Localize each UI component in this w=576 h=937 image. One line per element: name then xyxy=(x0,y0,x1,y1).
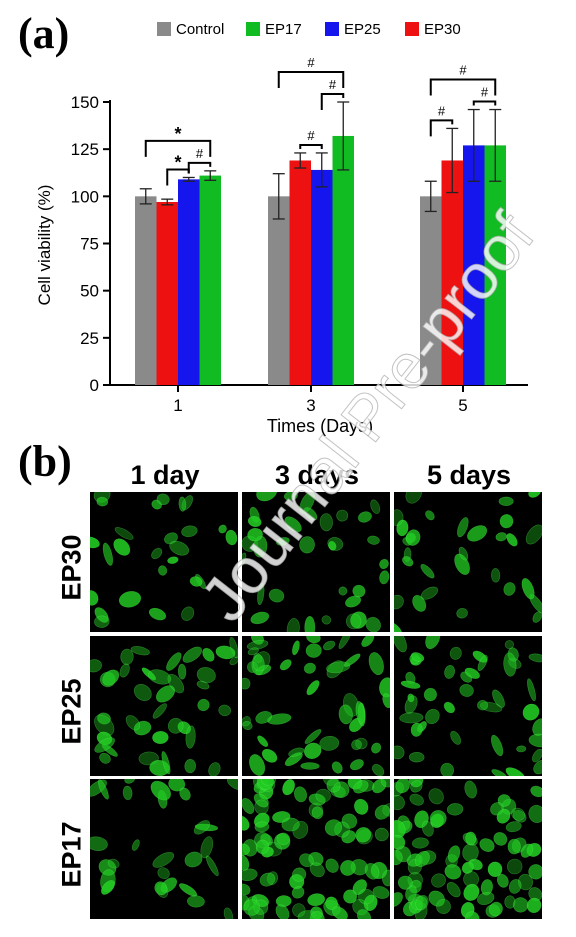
column-label-5-days: 5 days xyxy=(426,460,512,490)
bar-day1-ep25 xyxy=(178,179,200,385)
panel-b-label: (b) xyxy=(18,437,72,486)
micrograph-ep30-5-days xyxy=(394,492,542,632)
panel-a-label: (a) xyxy=(18,9,70,58)
significance-bracket xyxy=(472,100,497,106)
column-label-1-day: 1 day xyxy=(130,460,200,490)
micrograph-ep17-1-day xyxy=(90,779,238,919)
bar-day5-ep30 xyxy=(441,160,463,385)
significance-mark: # xyxy=(307,128,315,143)
bar-day3-ep17 xyxy=(332,135,354,385)
significance-bracket xyxy=(144,139,212,157)
y-tick-label: 50 xyxy=(80,282,99,301)
legend-label-ep30: EP30 xyxy=(424,21,461,38)
y-tick-label: 100 xyxy=(71,187,99,206)
bar-day1-ep30 xyxy=(156,201,178,385)
y-tick-label: 25 xyxy=(80,329,99,348)
bar-day3-control xyxy=(268,196,290,385)
significance-bracket xyxy=(299,143,323,149)
micrograph-grid xyxy=(90,492,542,922)
legend-label-ep17: EP17 xyxy=(265,21,302,38)
y-tick-label: 150 xyxy=(71,93,99,112)
legend-swatch-ep17 xyxy=(246,22,260,36)
significance-mark: # xyxy=(307,55,315,70)
micrograph-ep30-1-day xyxy=(90,492,238,632)
bar-day3-ep25 xyxy=(311,169,333,385)
x-axis-label: Times (Days) xyxy=(267,416,373,436)
bar-day5-ep17 xyxy=(484,145,506,385)
x-tick-label: 3 xyxy=(306,396,315,415)
significance-bracket xyxy=(429,78,497,96)
y-tick-label: 0 xyxy=(90,376,99,395)
significance-mark: # xyxy=(438,103,446,118)
x-tick-label: 1 xyxy=(173,396,182,415)
y-tick-label: 125 xyxy=(71,140,99,159)
y-axis-label: Cell viability (%) xyxy=(35,185,54,306)
significance-mark: * xyxy=(174,152,181,172)
significance-mark: # xyxy=(196,146,204,161)
significance-mark: # xyxy=(459,63,467,78)
micrograph-ep17-5-days xyxy=(394,779,542,919)
x-tick-label: 5 xyxy=(458,396,467,415)
significance-bracket xyxy=(277,71,345,88)
bar-day1-control xyxy=(135,196,157,385)
bar-day5-control xyxy=(420,196,442,385)
bar-day1-ep17 xyxy=(199,175,221,385)
legend-swatch-control xyxy=(157,22,171,36)
micrograph-ep25-5-days xyxy=(394,636,542,776)
legend-label-ep25: EP25 xyxy=(344,21,381,38)
significance-mark: # xyxy=(481,85,489,100)
significance-bracket xyxy=(187,161,212,174)
micrograph-ep25-1-day xyxy=(90,636,238,776)
legend-label-control: Control xyxy=(176,21,224,38)
y-tick-label: 75 xyxy=(80,235,99,254)
column-label-3-days: 3 days xyxy=(274,460,360,490)
bar-chart: 0 25 50 75 100 125 150 Cell viability (%) 1 3 5 Tim… xyxy=(35,21,528,436)
significance-bracket xyxy=(429,119,454,137)
bar-day5-ep25 xyxy=(463,145,485,385)
significance-mark: # xyxy=(329,77,337,92)
significance-mark: * xyxy=(174,124,181,144)
micrograph-ep30-3-days xyxy=(242,492,390,632)
legend-swatch-ep25 xyxy=(325,22,339,36)
legend-swatch-ep30 xyxy=(405,22,419,36)
micrograph-ep25-3-days xyxy=(242,636,390,776)
significance-bracket xyxy=(320,93,345,110)
bar-day3-ep30 xyxy=(289,160,311,385)
micrograph-ep17-3-days xyxy=(242,779,390,919)
